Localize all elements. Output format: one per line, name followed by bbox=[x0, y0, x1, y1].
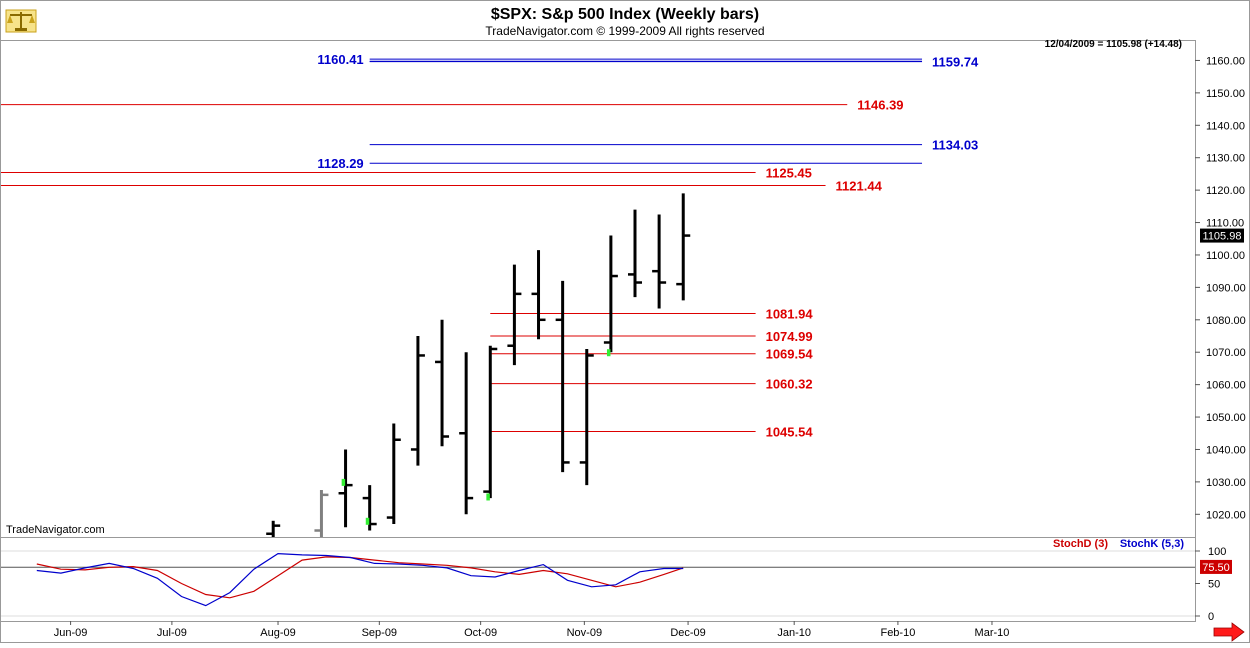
y-tick-label: 1150.00 bbox=[1206, 88, 1245, 100]
y-tick-label: 1020.00 bbox=[1206, 509, 1246, 521]
ohlc-bar bbox=[652, 214, 667, 309]
ohlc-bar bbox=[435, 319, 450, 447]
level-label: 1045.54 bbox=[766, 425, 814, 440]
ohlc-bar bbox=[603, 235, 618, 353]
signal-marker bbox=[365, 517, 370, 525]
ohlc-bar bbox=[676, 193, 691, 301]
scales-logo-icon bbox=[5, 9, 37, 33]
y-tick-label: 1040.00 bbox=[1206, 444, 1246, 456]
ohlc-bar bbox=[386, 423, 401, 525]
y-tick-label: 1120.00 bbox=[1206, 185, 1245, 197]
ohlc-bar bbox=[579, 348, 594, 486]
y-tick-label: 1060.00 bbox=[1206, 380, 1246, 392]
ohlc-bar bbox=[410, 336, 425, 466]
x-tick-label: Mar-10 bbox=[975, 627, 1010, 639]
time-axis: Jun-09 Jul-09 Aug-09 Sep-09 Oct-09 Nov-09 Dec-… bbox=[54, 621, 1010, 639]
legend-stochd: StochD (3) bbox=[1053, 538, 1108, 550]
signal-marker bbox=[606, 349, 611, 357]
level-label: 1081.94 bbox=[766, 307, 814, 322]
stochastic-pane: 100 50 0 75.50 bbox=[1, 546, 1232, 623]
x-tick-label: Nov-09 bbox=[567, 627, 602, 639]
chart-subtitle: TradeNavigator.com © 1999-2009 All right… bbox=[485, 24, 764, 38]
legend-stochk: StochK (5,3) bbox=[1120, 538, 1185, 550]
last-price-box bbox=[1200, 228, 1244, 243]
level-label: 1146.39 bbox=[857, 98, 903, 113]
ohlc-bar bbox=[628, 209, 642, 298]
level-lines: 1160.41 1159.74 1146.39 1134.03 1128.29 1125.… bbox=[1, 52, 979, 440]
signal-marker bbox=[341, 478, 346, 486]
y-tick-label: 1100.00 bbox=[1206, 250, 1245, 262]
ohlc-bar bbox=[459, 352, 474, 515]
signal-marker bbox=[486, 493, 490, 501]
ohlc-bar bbox=[266, 520, 281, 537]
ohlc-bar bbox=[314, 489, 329, 537]
chart-title: $SPX: S&p 500 Index (Weekly bars) bbox=[491, 6, 759, 23]
logo bbox=[5, 9, 37, 33]
level-label: 1160.41 bbox=[317, 52, 363, 67]
last-price-label: 1105.98 bbox=[1203, 231, 1242, 243]
stochd-line bbox=[36, 556, 684, 599]
level-label: 1074.99 bbox=[766, 329, 813, 344]
level-label: 1060.32 bbox=[766, 377, 813, 392]
x-tick-label: Jun-09 bbox=[54, 627, 88, 639]
y-tick-label: 1080.00 bbox=[1206, 315, 1246, 327]
ohlc-bar bbox=[483, 345, 498, 499]
quote-readout: 12/04/2009 = 1105.98 (+14.48) bbox=[1045, 39, 1182, 50]
x-tick-label: Jul-09 bbox=[157, 627, 187, 639]
stochk-line bbox=[36, 552, 684, 607]
y-tick-label: 1140.00 bbox=[1206, 120, 1245, 132]
ohlc-bar bbox=[531, 250, 546, 340]
watermark: TradeNavigator.com bbox=[6, 524, 105, 536]
y-tick-label: 1110.00 bbox=[1206, 218, 1244, 230]
stoch-y-tick-label: 100 bbox=[1208, 546, 1226, 558]
x-tick-label: Aug-09 bbox=[260, 627, 295, 639]
ohlc-bar bbox=[362, 485, 377, 531]
stoch-last-value-label: 75.50 bbox=[1202, 562, 1230, 574]
x-tick-label: Sep-09 bbox=[362, 627, 397, 639]
y-tick-label: 1070.00 bbox=[1206, 347, 1246, 359]
stoch-last-value-box bbox=[1200, 559, 1232, 574]
y-tick-label: 1090.00 bbox=[1206, 282, 1246, 294]
level-label: 1121.44 bbox=[836, 178, 883, 193]
x-tick-label: Oct-09 bbox=[464, 627, 497, 639]
stoch-y-tick-label: 0 bbox=[1208, 611, 1214, 623]
level-label: 1134.03 bbox=[932, 138, 978, 153]
x-tick-label: Jan-10 bbox=[777, 627, 811, 639]
ohlc-bar bbox=[507, 264, 522, 366]
x-tick-label: Feb-10 bbox=[880, 627, 915, 639]
stoch-y-tick-label: 50 bbox=[1208, 579, 1220, 591]
y-tick-label: 1130.00 bbox=[1206, 153, 1245, 165]
ohlc-bar bbox=[338, 449, 353, 528]
price-bars bbox=[266, 193, 691, 537]
level-label: 1125.45 bbox=[766, 165, 812, 180]
y-tick-label: 1030.00 bbox=[1206, 477, 1246, 489]
y-tick-label: 1160.00 bbox=[1206, 55, 1245, 67]
y-tick-label: 1050.00 bbox=[1206, 412, 1246, 424]
ohlc-bar bbox=[555, 280, 570, 473]
level-label: 1128.29 bbox=[317, 156, 363, 171]
level-label: 1159.74 bbox=[932, 54, 979, 69]
scroll-right-button[interactable] bbox=[1213, 622, 1245, 642]
x-tick-label: Dec-09 bbox=[670, 627, 705, 639]
level-label: 1069.54 bbox=[766, 347, 814, 362]
price-axis: 1020.00 1030.00 1040.00 1050.00 1060.00 1070.… bbox=[1195, 55, 1246, 521]
red-arrow-right-icon bbox=[1213, 622, 1245, 642]
